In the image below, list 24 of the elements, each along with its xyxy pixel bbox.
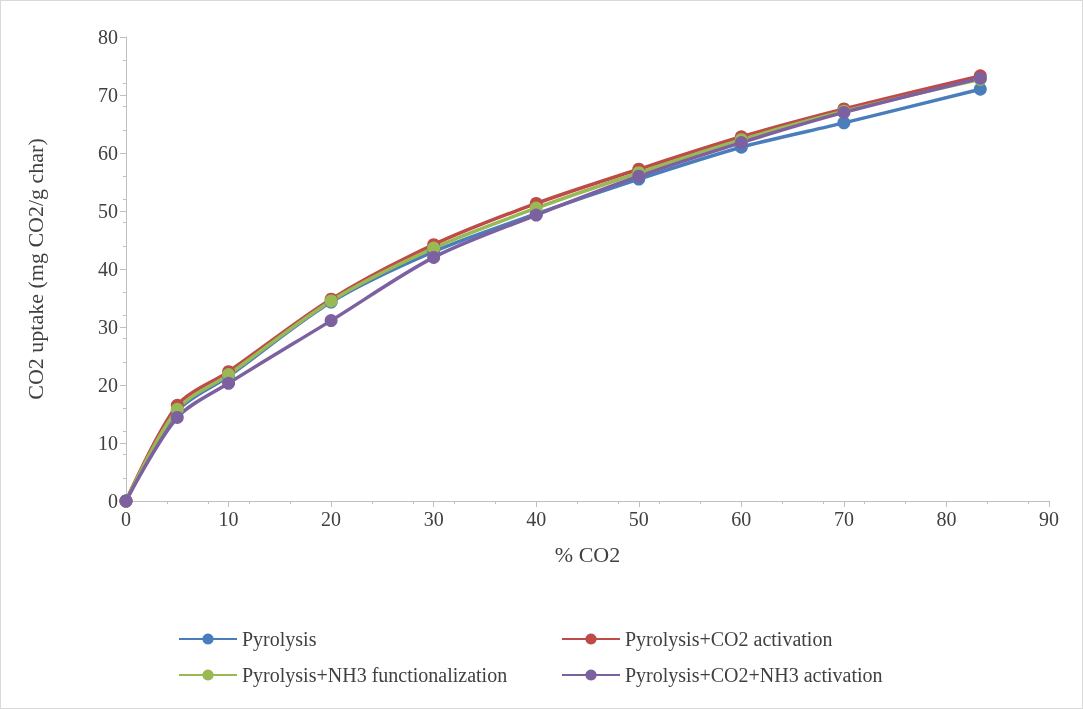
- y-tick-label: 60: [98, 142, 118, 164]
- x-tick-label: 60: [731, 508, 752, 530]
- y-tick-label: 80: [98, 26, 118, 48]
- legend-label: Pyrolysis+NH3 functionalization: [242, 664, 508, 687]
- x-tick-label: 40: [526, 508, 547, 530]
- y-tick-label: 70: [98, 84, 118, 106]
- x-tick-label: 20: [321, 508, 342, 530]
- y-tick-label: 50: [98, 200, 118, 222]
- x-tick-label: 30: [423, 508, 444, 530]
- legend-label: Pyrolysis+CO2+NH3 activation: [625, 664, 883, 687]
- x-tick-label: 10: [218, 508, 239, 530]
- x-tick-label: 90: [1039, 508, 1059, 530]
- x-tick-label: 50: [628, 508, 649, 530]
- y-tick-label: 40: [98, 258, 118, 280]
- y-tick-label: 30: [98, 316, 118, 338]
- y-tick-label: 10: [98, 432, 118, 454]
- x-tick-label: 70: [833, 508, 854, 530]
- y-axis-title: CO2 uptake (mg CO2/g char): [22, 138, 48, 400]
- y-tick-label: 20: [98, 374, 118, 396]
- legend-label: Pyrolysis+CO2 activation: [625, 628, 833, 651]
- x-axis-title: % CO2: [554, 541, 621, 567]
- legend-label: Pyrolysis: [242, 628, 317, 651]
- y-tick-label: 0: [108, 490, 118, 512]
- x-tick-label: 80: [936, 508, 957, 530]
